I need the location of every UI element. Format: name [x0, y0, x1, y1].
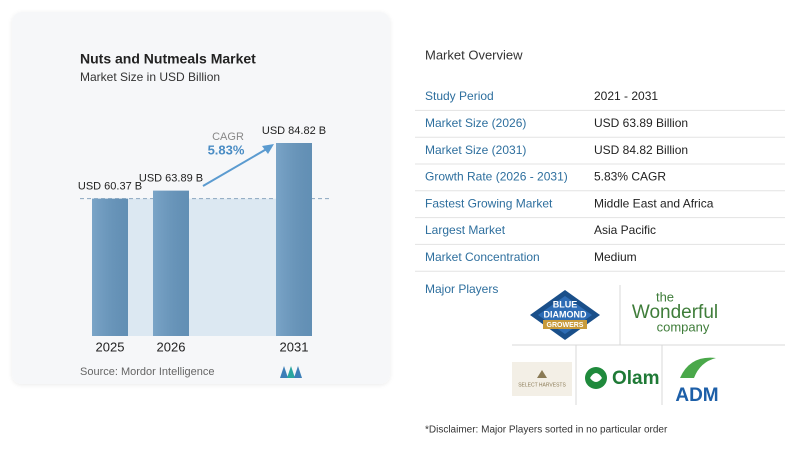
logo-select-harvests: SELECT HARVESTS [512, 362, 572, 396]
value-label: USD 63.89 B [139, 173, 203, 185]
row-label: Market Size (2026) [425, 116, 526, 130]
cagr-label: CAGR [212, 131, 244, 143]
row-label: Study Period [425, 89, 494, 103]
logo-text: BLUE [553, 299, 578, 309]
cagr-arrow [202, 146, 271, 187]
logo-blue-diamond: BLUE DIAMOND GROWERS [530, 290, 600, 340]
row-label: Growth Rate (2026 - 2031) [425, 170, 568, 184]
logo-text: Olam [612, 368, 660, 389]
value-label: USD 60.37 B [78, 181, 142, 193]
logo-grid [512, 285, 785, 405]
bar-shade [92, 198, 128, 336]
row-value: USD 63.89 Billion [594, 116, 688, 130]
row-value: 2021 - 2031 [594, 89, 658, 103]
logo-text: GROWERS [547, 322, 584, 329]
row-value: Middle East and Africa [594, 196, 714, 210]
row-value: Asia Pacific [594, 223, 656, 237]
logo-text: Wonderful [632, 302, 718, 323]
row-value: 5.83% CAGR [594, 170, 666, 184]
x-tick-label: 2031 [280, 339, 309, 354]
row-label: Largest Market [425, 223, 506, 237]
cagr-arrowhead [262, 144, 274, 154]
bar-shade [276, 143, 312, 336]
logo-adm: ADM [675, 357, 719, 406]
logo-wonderful: the Wonderful company [632, 289, 718, 334]
logo-text: company [657, 319, 710, 334]
logo-text: ADM [675, 385, 718, 406]
row-label: Fastest Growing Market [425, 196, 553, 210]
logo-text: the [656, 289, 674, 304]
chart-subtitle: Market Size in USD Billion [80, 70, 220, 84]
cagr-value: 5.83% [208, 142, 245, 157]
bar-shade [153, 190, 189, 336]
row-label: Market Concentration [425, 250, 540, 264]
row-value: USD 84.82 Billion [594, 143, 688, 157]
x-tick-label: 2026 [157, 339, 186, 354]
logo-text: DIAMOND [544, 309, 587, 319]
brand-logo [280, 366, 302, 378]
chart-title: Nuts and Nutmeals Market [80, 51, 256, 67]
plot: USD 60.37 B 2025 USD 63.89 B 2026 USD 84.82 … [78, 125, 330, 354]
value-label: USD 84.82 B [262, 125, 326, 137]
row-value: Medium [594, 250, 637, 264]
shaded-band [128, 198, 276, 336]
logo-olam: Olam [585, 367, 660, 389]
overview-table: Study Period 2021 - 2031 Market Size (2026… [415, 89, 785, 272]
overview-title: Market Overview [425, 47, 523, 62]
players-title: Major Players [425, 282, 498, 296]
x-tick-label: 2025 [96, 339, 125, 354]
disclaimer: *Disclaimer: Major Players sorted in no … [425, 425, 668, 436]
row-label: Market Size (2031) [425, 143, 526, 157]
logo-text: SELECT HARVESTS [518, 382, 566, 388]
source: Source: Mordor Intelligence [80, 366, 215, 378]
